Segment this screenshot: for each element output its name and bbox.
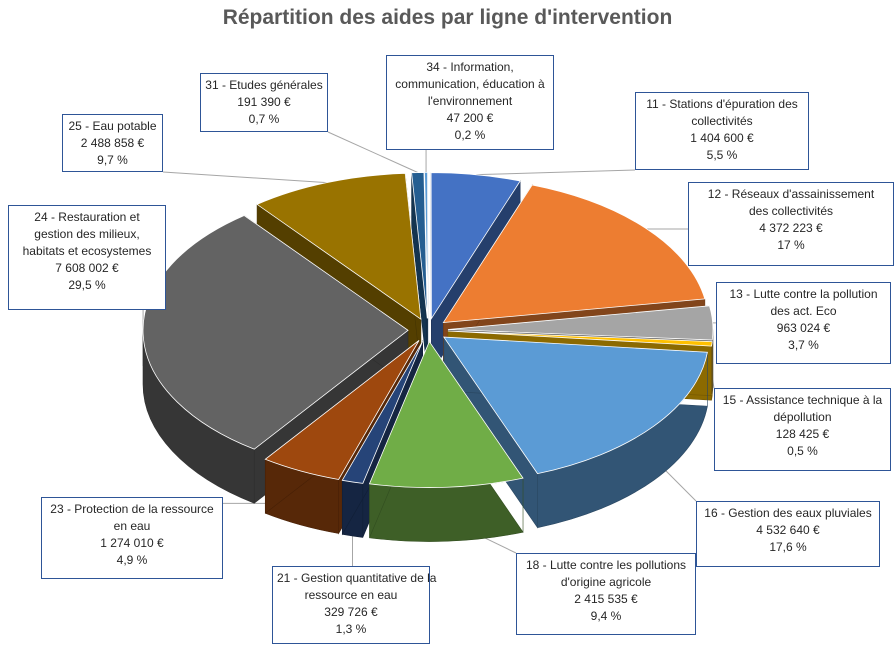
label-line: 34 - Information, xyxy=(426,60,514,74)
slice-24-restauration-et-gestion-des-milieux-habitats-et-ecosystemes xyxy=(142,215,409,450)
chart-title: Répartition des aides par ligne d'interv… xyxy=(222,6,673,29)
label-line: en eau xyxy=(113,519,151,533)
data-label-34-information-communication-education-a-l-environnement: 34 - Information, communication, éducatio… xyxy=(386,55,554,150)
label-line: 11 - Stations d'épuration des xyxy=(646,97,798,111)
label-line: 15 - Assistance technique à la xyxy=(722,393,883,407)
slice-34-information-communication-education-a-l-environnement xyxy=(424,171,429,319)
label-line: habitats et ecosystemes xyxy=(22,244,152,258)
label-line: d'origine agricole xyxy=(560,575,652,589)
label-percent: 0,2 % xyxy=(454,128,486,142)
label-line: 21 - Gestion quantitative de la xyxy=(277,571,437,585)
slice-13-lutte-contre-la-pollution-des-act-eco xyxy=(447,305,714,341)
label-amount: 128 425 € xyxy=(775,427,830,441)
label-line: dépollution xyxy=(773,410,832,424)
label-line: l'environnement xyxy=(427,94,513,108)
label-line: 12 - Réseaux d'assainissement xyxy=(707,187,875,201)
data-label-11-stations-d-epuration-des-collectivites: 11 - Stations d'épuration des collectivit… xyxy=(635,92,809,170)
label-percent: 17,6 % xyxy=(769,540,807,554)
label-percent: 17 % xyxy=(777,238,805,252)
label-line: 23 - Protection de la ressource xyxy=(50,502,214,516)
label-percent: 9,4 % xyxy=(590,609,622,623)
data-label-15-assistance-technique-a-la-depollution: 15 - Assistance technique à la dépollutio… xyxy=(714,388,891,471)
slice-12-reseaux-d-assainissement-des-collectivites xyxy=(442,184,706,324)
label-line: 18 - Lutte contre les pollutions xyxy=(525,558,687,572)
data-label-12-reseaux-d-assainissement-des-collectivites: 12 - Réseaux d'assainissement des collect… xyxy=(688,182,894,266)
label-percent: 4,9 % xyxy=(116,553,148,567)
label-amount: 1 404 600 € xyxy=(690,131,754,145)
label-amount: 191 390 € xyxy=(237,95,291,109)
slice-25-eau-potable xyxy=(256,172,422,320)
slice-16-gestion-des-eaux-pluviales xyxy=(443,336,708,475)
label-line: 13 - Lutte contre la pollution xyxy=(729,287,878,301)
data-label-13-lutte-contre-la-pollution-des-act-eco: 13 - Lutte contre la pollution des act. E… xyxy=(716,282,891,364)
label-line: des collectivités xyxy=(748,204,834,218)
label-amount: 4 532 640 € xyxy=(756,523,820,537)
label-line: communication, éducation à xyxy=(395,77,545,91)
leader-line-11-stations-d-epuration-des-collectivites xyxy=(476,169,636,176)
label-percent: 1,3 % xyxy=(335,622,367,636)
label-amount: 963 024 € xyxy=(776,321,831,335)
label-line: collectivités xyxy=(691,114,753,128)
label-line: gestion des milieux, xyxy=(34,227,140,241)
slice-11-stations-d-epuration-des-collectivites xyxy=(430,172,521,320)
label-amount: 4 372 223 € xyxy=(759,221,823,235)
label-line: 16 - Gestion des eaux pluviales xyxy=(704,506,872,520)
slice-21-gestion-quantitative-de-la-ressource-en-eau xyxy=(341,340,424,484)
label-percent: 29,5 % xyxy=(68,278,106,292)
label-line: ressource en eau xyxy=(304,588,398,602)
data-label-21-gestion-quantitative-de-la-ressource-en-eau: 21 - Gestion quantitative de la ressource… xyxy=(272,566,437,644)
label-line: des act. Eco xyxy=(770,304,837,318)
data-label-24-restauration-et-gestion-des-milieux-habitats-et-ecosystemes: 24 - Restauration et gestion des milieux,… xyxy=(8,205,166,310)
label-line: 31 - Etudes générales xyxy=(205,78,323,92)
data-label-16-gestion-des-eaux-pluviales: 16 - Gestion des eaux pluviales 4 532 640… xyxy=(696,501,880,567)
label-amount: 7 608 002 € xyxy=(55,261,119,275)
slice-31-etudes-generales xyxy=(411,172,428,319)
label-percent: 0,7 % xyxy=(248,112,280,126)
label-amount: 329 726 € xyxy=(324,605,378,619)
slice-15-assistance-technique-a-la-depollution xyxy=(447,330,713,347)
leader-line-31-etudes-generales xyxy=(327,131,418,173)
slice-23-protection-de-la-ressource-en-eau xyxy=(264,340,420,480)
label-percent: 3,7 % xyxy=(788,338,819,352)
label-amount: 2 415 535 € xyxy=(574,592,638,606)
label-percent: 0,5 % xyxy=(787,444,818,458)
label-line: 24 - Restauration et xyxy=(34,210,140,224)
data-label-23-protection-de-la-ressource-en-eau: 23 - Protection de la ressource en eau 1 2… xyxy=(41,497,223,579)
label-amount: 47 200 € xyxy=(446,111,494,125)
label-amount: 1 274 010 € xyxy=(100,536,164,550)
label-percent: 5,5 % xyxy=(706,148,738,162)
label-percent: 9,7 % xyxy=(97,153,128,167)
data-label-18-lutte-contre-les-pollutions-d-origine-agricole: 18 - Lutte contre les pollutions d'origin… xyxy=(516,553,696,635)
leader-line-25-eau-potable xyxy=(162,171,327,184)
data-label-31-etudes-generales: 31 - Etudes générales 191 390 € 0,7 % xyxy=(200,73,328,132)
slice-18-lutte-contre-les-pollutions-d-origine-agricole xyxy=(368,340,524,488)
label-amount: 2 488 858 € xyxy=(80,136,145,150)
data-label-25-eau-potable: 25 - Eau potable 2 488 858 € 9,7 % xyxy=(62,114,163,172)
label-line: 25 - Eau potable xyxy=(68,119,157,133)
pie-tops xyxy=(142,171,714,488)
